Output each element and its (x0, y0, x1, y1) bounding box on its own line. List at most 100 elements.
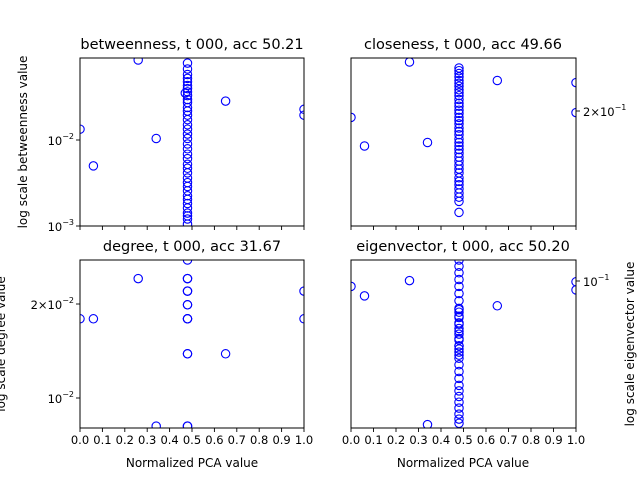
betweenness-point (182, 87, 193, 97)
closeness-point (454, 137, 464, 148)
degree-xtick-label: 0.3 (138, 433, 156, 447)
eigenvector-point (454, 274, 464, 285)
eigenvector-point (422, 419, 433, 428)
degree-point (182, 421, 193, 428)
eigenvector-point (454, 414, 464, 424)
betweenness-point (180, 88, 191, 98)
degree-point (182, 300, 193, 310)
degree-point (133, 273, 143, 284)
betweenness-point (182, 191, 193, 201)
closeness-point (454, 65, 464, 76)
betweenness-point (182, 139, 193, 149)
betweenness-point (182, 110, 193, 120)
closeness-point (454, 68, 464, 79)
closeness-point (454, 105, 464, 115)
eigenvector-point (454, 353, 464, 364)
eigenvector-point (454, 312, 464, 323)
eigenvector-point (454, 307, 464, 317)
eigenvector-point (454, 268, 464, 278)
eigenvector-point (454, 341, 464, 351)
closeness-point (454, 81, 464, 91)
eigenvector-point (454, 350, 464, 360)
degree-xtick-label: 0.5 (183, 433, 201, 447)
degree-xtick-label: 0.2 (116, 433, 134, 447)
eigenvector-xtick-label: 0.1 (364, 433, 382, 447)
closeness-point (454, 112, 464, 123)
eigenvector-point (454, 344, 464, 354)
eigenvector-point (454, 391, 464, 402)
closeness-point (454, 90, 464, 101)
closeness-point (454, 192, 464, 202)
closeness-point (454, 196, 464, 207)
panel-eigenvector: eigenvector, t 000, acc 50.20 log scale … (342, 239, 637, 470)
betweenness-point (182, 149, 193, 159)
closeness-points (351, 58, 576, 218)
eigenvector-point (454, 261, 464, 272)
eigenvector-points (351, 260, 576, 428)
eigenvector-point (359, 291, 370, 301)
closeness-point (454, 75, 464, 86)
closeness-point (454, 72, 464, 82)
panel-degree: degree, t 000, acc 31.67 log scale degre… (0, 239, 313, 470)
betweenness-point (182, 163, 193, 174)
betweenness-point (182, 69, 193, 80)
eigenvector-point (454, 335, 464, 345)
eigenvector-point (404, 275, 415, 286)
panel-betweenness: betweenness, t 000, acc 50.21 log scale … (16, 37, 305, 234)
betweenness-point (182, 124, 193, 134)
eigenvector-point (454, 373, 464, 384)
betweenness-point (182, 133, 193, 144)
degree-xlabel: Normalized PCA value (126, 456, 258, 470)
eigenvector-xlabel: Normalized PCA value (397, 456, 529, 470)
eigenvector-xtick-label: 0.5 (454, 433, 472, 447)
degree-xtick-label: 0.0 (71, 433, 89, 447)
closeness-point (454, 87, 464, 98)
closeness-point (404, 58, 415, 67)
degree-point (182, 349, 193, 359)
closeness-point (454, 141, 464, 151)
closeness-point (454, 78, 464, 89)
eigenvector-title: eigenvector, t 000, acc 50.20 (356, 239, 570, 255)
eigenvector-point (454, 318, 464, 328)
betweenness-point (182, 153, 193, 164)
betweenness-point (88, 161, 99, 171)
closeness-point (454, 108, 464, 119)
eigenvector-point (454, 380, 464, 391)
eigenvector-point (454, 397, 464, 407)
eigenvector-xtick-label: 0.6 (477, 433, 495, 447)
eigenvector-point (454, 386, 464, 396)
closeness-point (454, 173, 464, 183)
betweenness-title: betweenness, t 000, acc 50.21 (80, 37, 303, 53)
panel-closeness: closeness, t 000, acc 49.66 2×10−1 (350, 37, 626, 230)
betweenness-point (182, 208, 193, 218)
betweenness-point (182, 120, 193, 130)
closeness-point (454, 101, 464, 112)
betweenness-ylabel: log scale betweenness value (16, 56, 30, 229)
closeness-point (454, 98, 464, 109)
degree-point (182, 273, 193, 284)
betweenness-point (151, 133, 161, 144)
betweenness-point (182, 129, 193, 139)
eigenvector-point (454, 347, 464, 357)
closeness-point (454, 126, 464, 137)
degree-point (88, 314, 99, 324)
eigenvector-point (454, 409, 464, 419)
betweenness-point (182, 214, 193, 224)
eigenvector-point (454, 366, 464, 377)
betweenness-point (182, 181, 193, 192)
eigenvector-point (492, 301, 503, 311)
betweenness-point (182, 58, 193, 68)
betweenness-point (182, 219, 193, 226)
closeness-point (351, 112, 356, 123)
degree-point (220, 349, 231, 359)
eigenvector-point (351, 281, 356, 292)
degree-xtick-label: 0.6 (205, 433, 223, 447)
closeness-title: closeness, t 000, acc 49.66 (364, 37, 562, 53)
eigenvector-xtick-label: 0.2 (387, 433, 405, 447)
eigenvector-point (454, 360, 464, 370)
eigenvector-point (454, 329, 464, 339)
eigenvector-xticks: 0.0 0.1 0.2 0.3 0.4 0.5 0.6 0.7 0.8 0.9 1.0 (342, 428, 585, 447)
closeness-point (454, 85, 464, 95)
